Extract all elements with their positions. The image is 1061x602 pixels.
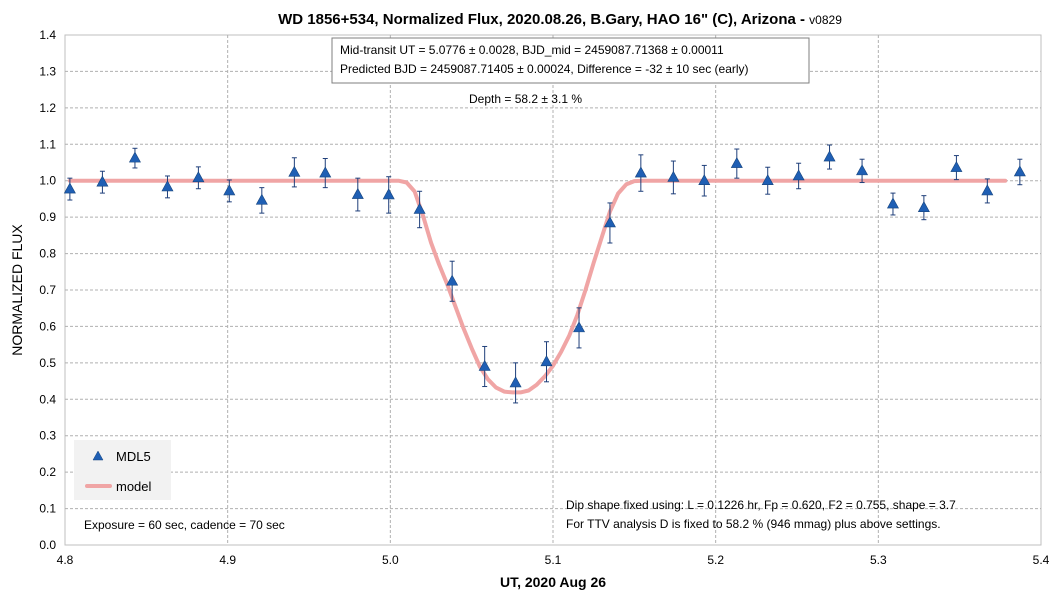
y-tick-label: 0.2 — [39, 465, 56, 479]
x-axis-title: UT, 2020 Aug 26 — [500, 574, 606, 590]
data-point — [192, 171, 205, 183]
data-point — [917, 201, 930, 212]
chart-title-main: WD 1856+534, Normalized Flux, 2020.08.26… — [278, 11, 809, 28]
chart-title-version: v0829 — [809, 13, 842, 27]
data-point — [573, 321, 586, 333]
data-point — [288, 165, 301, 177]
data-point — [255, 193, 268, 205]
y-tick-label: 1.0 — [39, 174, 56, 188]
data-point — [792, 169, 805, 181]
exposure-label: Exposure = 60 sec, cadence = 70 sec — [84, 518, 285, 532]
data-point — [540, 355, 553, 367]
transit-info-box — [331, 37, 810, 84]
legend-box — [74, 440, 171, 500]
y-tick-label: 0.0 — [39, 538, 56, 552]
data-point — [351, 187, 364, 199]
data-point — [128, 151, 141, 163]
y-tick-label: 0.3 — [39, 429, 56, 443]
data-point — [886, 197, 899, 209]
x-tick-label: 5.1 — [545, 553, 562, 567]
legend-label-model: model — [116, 479, 152, 494]
y-tick-label: 0.8 — [39, 247, 56, 261]
data-point — [730, 156, 743, 168]
y-tick-label: 1.3 — [39, 64, 56, 78]
axis-tick-labels: 0.0 0.1 0.2 0.3 0.4 0.5 0.6 0.7 0.8 0.9 1.0 1.1 1.2 1… — [39, 28, 1049, 567]
y-tick-label: 0.1 — [39, 502, 56, 516]
data-point — [382, 188, 395, 200]
data-point — [319, 166, 332, 178]
data-point — [667, 170, 680, 182]
data-point — [446, 274, 459, 286]
y-tick-label: 1.2 — [39, 101, 56, 115]
y-tick-label: 1.4 — [39, 28, 56, 42]
y-tick-label: 0.7 — [39, 283, 56, 297]
x-tick-label: 5.0 — [382, 553, 399, 567]
data-point — [1013, 165, 1026, 177]
data-point — [761, 174, 774, 186]
x-tick-label: 4.9 — [219, 553, 236, 567]
y-tick-label: 0.6 — [39, 319, 56, 333]
legend-marker-mdl5 — [92, 450, 104, 461]
data-point — [96, 175, 109, 187]
data-point — [981, 184, 994, 196]
y-tick-label: 1.1 — [39, 137, 56, 151]
data-point — [63, 182, 76, 194]
data-point — [223, 184, 236, 196]
data-point — [161, 180, 174, 192]
transit-info-line-2: Predicted BJD = 2459087.71405 ± 0.00024,… — [340, 62, 749, 76]
mdl5-series — [63, 144, 1026, 404]
legend: MDL5 model — [74, 440, 171, 500]
x-tick-label: 5.3 — [870, 553, 887, 567]
y-tick-label: 0.9 — [39, 210, 56, 224]
y-axis-title: NORMALIZED FLUX — [9, 224, 25, 356]
data-point — [856, 164, 869, 176]
depth-label: Depth = 58.2 ± 3.1 % — [469, 92, 582, 106]
x-tick-label: 5.2 — [707, 553, 724, 567]
data-point — [950, 160, 963, 172]
data-point — [698, 174, 711, 186]
data-point — [478, 359, 491, 371]
fit-settings-line-1: Dip shape fixed using: L = 0.1226 hr, Fp… — [566, 498, 956, 512]
legend-label-mdl5: MDL5 — [116, 449, 151, 464]
y-tick-label: 0.4 — [39, 392, 56, 406]
model-curve — [67, 178, 1008, 395]
fit-settings-line-2: For TTV analysis D is fixed to 58.2 % (9… — [566, 517, 941, 531]
data-point — [823, 150, 836, 162]
data-point — [509, 376, 522, 388]
data-point — [634, 166, 647, 178]
data-point — [413, 202, 426, 214]
y-tick-label: 0.5 — [39, 356, 56, 370]
transit-info-line-1: Mid-transit UT = 5.0776 ± 0.0028, BJD_mi… — [340, 43, 724, 57]
x-tick-label: 5.4 — [1033, 553, 1050, 567]
chart-title: WD 1856+534, Normalized Flux, 2020.08.26… — [278, 11, 842, 28]
x-tick-label: 4.8 — [57, 553, 74, 567]
model-series — [67, 178, 1008, 395]
data-point — [603, 216, 616, 228]
